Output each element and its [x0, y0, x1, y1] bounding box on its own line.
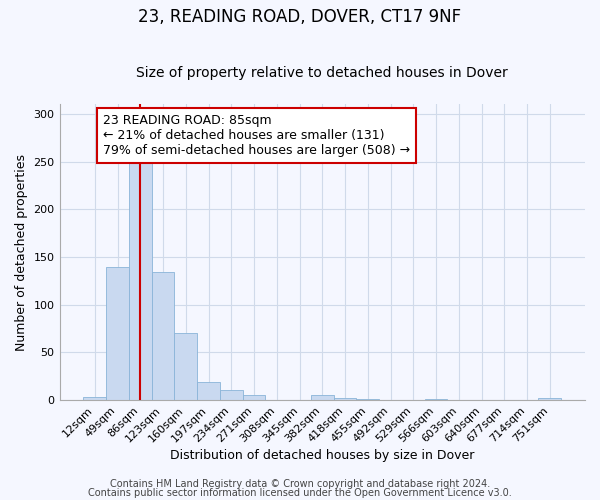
Bar [220, 390, 242, 400]
Bar [425, 399, 448, 400]
Text: 23 READING ROAD: 85sqm
← 21% of detached houses are smaller (131)
79% of semi-de: 23 READING ROAD: 85sqm ← 21% of detached… [103, 114, 410, 157]
Bar [197, 382, 220, 400]
Bar [106, 268, 129, 400]
Bar [129, 160, 152, 400]
Bar [334, 398, 356, 400]
Text: Contains public sector information licensed under the Open Government Licence v3: Contains public sector information licen… [88, 488, 512, 498]
X-axis label: Distribution of detached houses by size in Dover: Distribution of detached houses by size … [170, 450, 475, 462]
Bar [83, 397, 106, 400]
Bar [356, 399, 379, 400]
Bar [175, 334, 197, 400]
Text: 23, READING ROAD, DOVER, CT17 9NF: 23, READING ROAD, DOVER, CT17 9NF [139, 8, 461, 26]
Y-axis label: Number of detached properties: Number of detached properties [15, 154, 28, 350]
Title: Size of property relative to detached houses in Dover: Size of property relative to detached ho… [136, 66, 508, 80]
Bar [311, 396, 334, 400]
Bar [538, 398, 561, 400]
Bar [152, 272, 175, 400]
Text: Contains HM Land Registry data © Crown copyright and database right 2024.: Contains HM Land Registry data © Crown c… [110, 479, 490, 489]
Bar [242, 396, 265, 400]
